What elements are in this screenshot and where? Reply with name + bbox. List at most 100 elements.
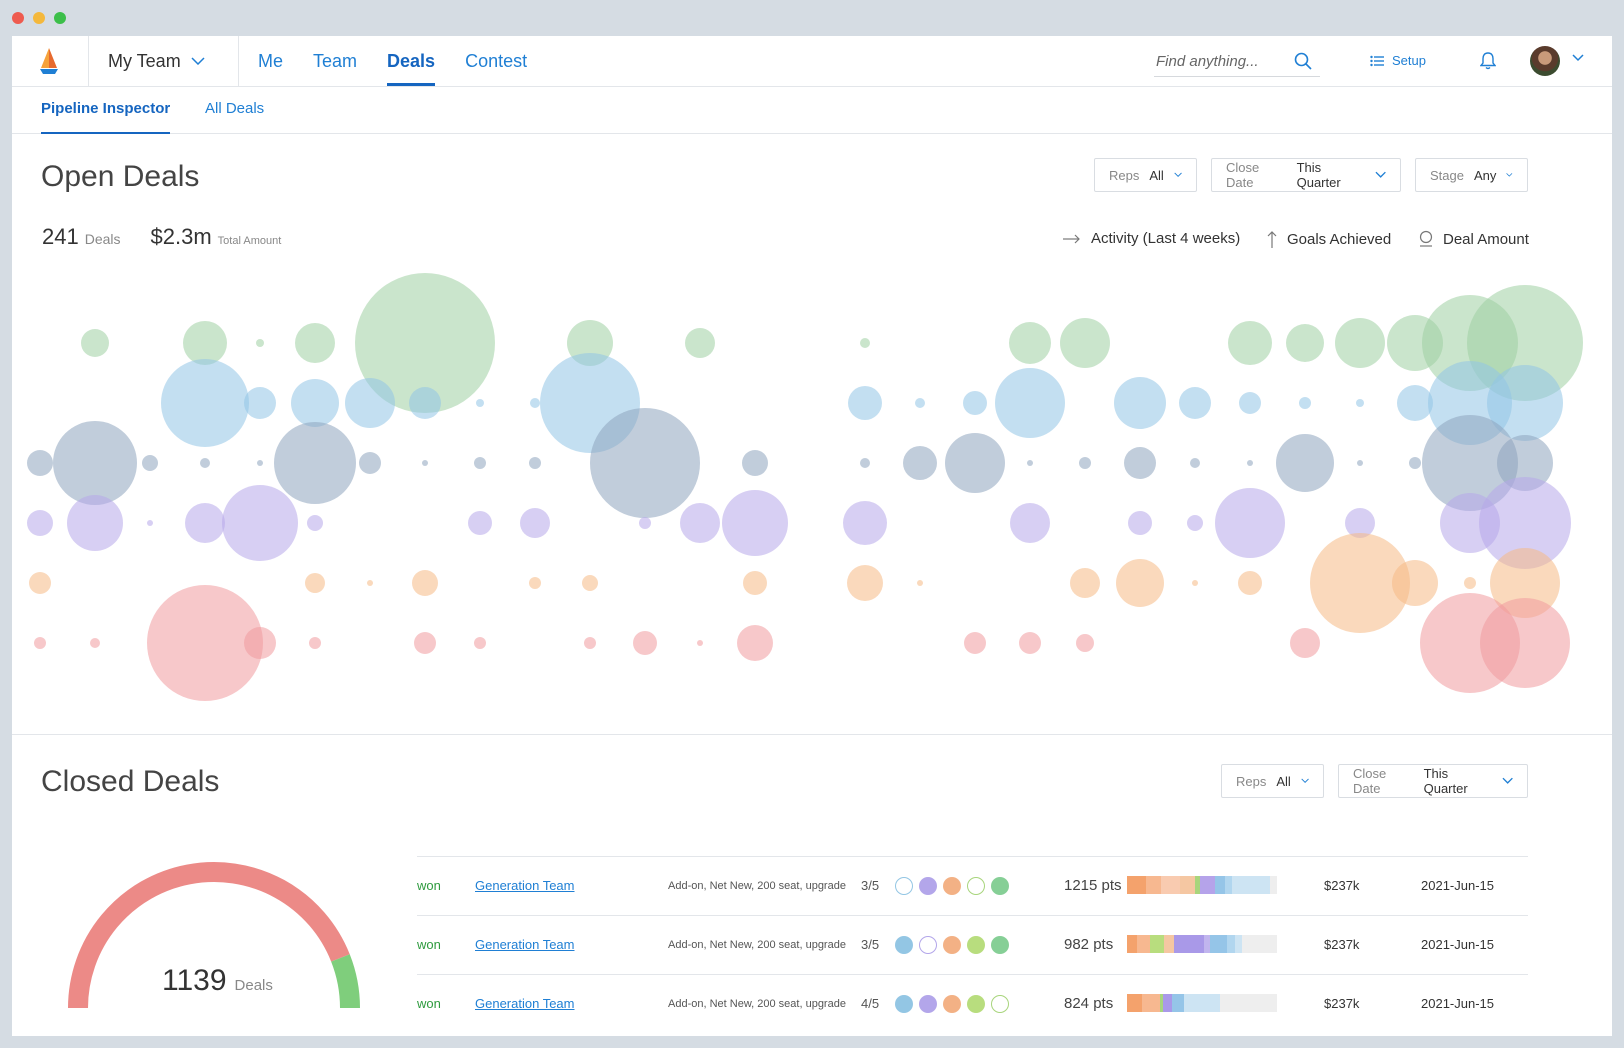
deal-bubble[interactable] bbox=[183, 321, 227, 365]
deal-bubble[interactable] bbox=[860, 458, 870, 468]
close-date-filter[interactable]: Close Date This Quarter bbox=[1211, 158, 1401, 192]
deal-bubble[interactable] bbox=[1422, 415, 1518, 511]
search-icon[interactable] bbox=[1294, 52, 1312, 70]
deal-bubble[interactable] bbox=[409, 387, 441, 419]
deal-bubble[interactable] bbox=[256, 339, 264, 347]
table-row[interactable]: won Generation Team Add-on, Net New, 200 s… bbox=[417, 915, 1528, 974]
deal-bubble[interactable] bbox=[680, 503, 720, 543]
deal-bubble[interactable] bbox=[412, 570, 438, 596]
deal-bubble[interactable] bbox=[422, 460, 428, 466]
deal-bubble[interactable] bbox=[1480, 598, 1570, 688]
deal-bubble[interactable] bbox=[1060, 318, 1110, 368]
deal-bubble[interactable] bbox=[147, 585, 263, 701]
deal-bubble[interactable] bbox=[142, 455, 158, 471]
deal-bubble[interactable] bbox=[1027, 460, 1033, 466]
deal-bubble[interactable] bbox=[161, 359, 249, 447]
app-logo[interactable] bbox=[12, 36, 89, 86]
deal-bubble[interactable] bbox=[29, 572, 51, 594]
deal-bubble[interactable] bbox=[1310, 533, 1410, 633]
deal-bubble[interactable] bbox=[847, 565, 883, 601]
deal-bubble[interactable] bbox=[1357, 460, 1363, 466]
deal-bubble[interactable] bbox=[1238, 571, 1262, 595]
deal-bubble[interactable] bbox=[244, 627, 276, 659]
deal-bubble[interactable] bbox=[474, 457, 486, 469]
deal-bubble[interactable] bbox=[530, 398, 540, 408]
deal-bubble[interactable] bbox=[945, 433, 1005, 493]
deal-bubble[interactable] bbox=[67, 495, 123, 551]
deal-bubble[interactable] bbox=[1392, 560, 1438, 606]
deal-bubble[interactable] bbox=[222, 485, 298, 561]
deal-bubble[interactable] bbox=[81, 329, 109, 357]
team-link[interactable]: Generation Team bbox=[475, 878, 575, 893]
deal-bubble[interactable] bbox=[1487, 365, 1563, 441]
deal-bubble[interactable] bbox=[200, 458, 210, 468]
deal-bubble[interactable] bbox=[1124, 447, 1156, 479]
deal-bubble[interactable] bbox=[1019, 632, 1041, 654]
deal-bubble[interactable] bbox=[843, 501, 887, 545]
deal-bubble[interactable] bbox=[590, 408, 700, 518]
deal-bubble[interactable] bbox=[1009, 322, 1051, 364]
deal-bubble[interactable] bbox=[633, 631, 657, 655]
close-window-button[interactable] bbox=[12, 12, 24, 24]
deal-bubble[interactable] bbox=[274, 422, 356, 504]
deal-bubble[interactable] bbox=[1215, 488, 1285, 558]
deal-bubble[interactable] bbox=[474, 637, 486, 649]
deal-bubble[interactable] bbox=[737, 625, 773, 661]
deal-bubble[interactable] bbox=[147, 520, 153, 526]
deal-bubble[interactable] bbox=[582, 575, 598, 591]
deal-bubble[interactable] bbox=[257, 460, 263, 466]
deal-bubble[interactable] bbox=[244, 387, 276, 419]
deal-bubble[interactable] bbox=[27, 510, 53, 536]
deal-bubble[interactable] bbox=[185, 503, 225, 543]
deal-bubble[interactable] bbox=[1409, 457, 1421, 469]
deal-bubble[interactable] bbox=[34, 637, 46, 649]
chevron-down-icon[interactable] bbox=[1572, 54, 1584, 62]
deal-bubble[interactable] bbox=[53, 421, 137, 505]
deal-bubble[interactable] bbox=[1114, 377, 1166, 429]
deal-bubble[interactable] bbox=[1076, 634, 1094, 652]
deal-bubble[interactable] bbox=[697, 640, 703, 646]
deal-bubble[interactable] bbox=[915, 398, 925, 408]
team-switcher-dropdown[interactable]: My Team bbox=[88, 36, 239, 86]
stage-filter[interactable]: Stage Any bbox=[1415, 158, 1528, 192]
deal-bubble[interactable] bbox=[1497, 435, 1553, 491]
deal-bubble[interactable] bbox=[345, 378, 395, 428]
deal-bubble[interactable] bbox=[1299, 397, 1311, 409]
nav-contest[interactable]: Contest bbox=[465, 51, 528, 71]
deal-bubble[interactable] bbox=[1464, 577, 1476, 589]
user-avatar[interactable] bbox=[1530, 46, 1560, 76]
deal-bubble[interactable] bbox=[1179, 387, 1211, 419]
setup-button[interactable]: Setup bbox=[1370, 53, 1426, 68]
deal-bubble[interactable] bbox=[529, 577, 541, 589]
nav-team[interactable]: Team bbox=[313, 51, 358, 71]
deal-bubble[interactable] bbox=[860, 338, 870, 348]
deal-bubble[interactable] bbox=[1192, 580, 1198, 586]
deal-bubble[interactable] bbox=[848, 386, 882, 420]
deal-bubble[interactable] bbox=[1116, 559, 1164, 607]
search-input[interactable] bbox=[1154, 51, 1294, 71]
deal-bubble[interactable] bbox=[1290, 628, 1320, 658]
deal-bubble[interactable] bbox=[742, 450, 768, 476]
deal-bubble[interactable] bbox=[367, 580, 373, 586]
deal-bubble[interactable] bbox=[1356, 399, 1364, 407]
deal-bubble[interactable] bbox=[584, 637, 596, 649]
deal-bubble[interactable] bbox=[964, 632, 986, 654]
deal-bubble[interactable] bbox=[27, 450, 53, 476]
deal-bubble[interactable] bbox=[1479, 477, 1571, 569]
deal-bubble[interactable] bbox=[1490, 548, 1560, 618]
team-link[interactable]: Generation Team bbox=[475, 937, 575, 952]
minimize-window-button[interactable] bbox=[33, 12, 45, 24]
nav-deals[interactable]: Deals bbox=[387, 36, 436, 86]
deal-bubble[interactable] bbox=[995, 368, 1065, 438]
deal-bubble[interactable] bbox=[1079, 457, 1091, 469]
deal-bubble[interactable] bbox=[963, 391, 987, 415]
deal-bubble[interactable] bbox=[305, 573, 325, 593]
deal-bubble[interactable] bbox=[414, 632, 436, 654]
deal-bubble[interactable] bbox=[722, 490, 788, 556]
table-row[interactable]: won Generation Team Add-on, Net New, 200 s… bbox=[417, 856, 1528, 915]
deal-bubble[interactable] bbox=[1397, 385, 1433, 421]
deal-bubble[interactable] bbox=[90, 638, 100, 648]
deal-bubble[interactable] bbox=[359, 452, 381, 474]
reps-filter[interactable]: Reps All bbox=[1094, 158, 1197, 192]
deal-bubble[interactable] bbox=[1070, 568, 1100, 598]
